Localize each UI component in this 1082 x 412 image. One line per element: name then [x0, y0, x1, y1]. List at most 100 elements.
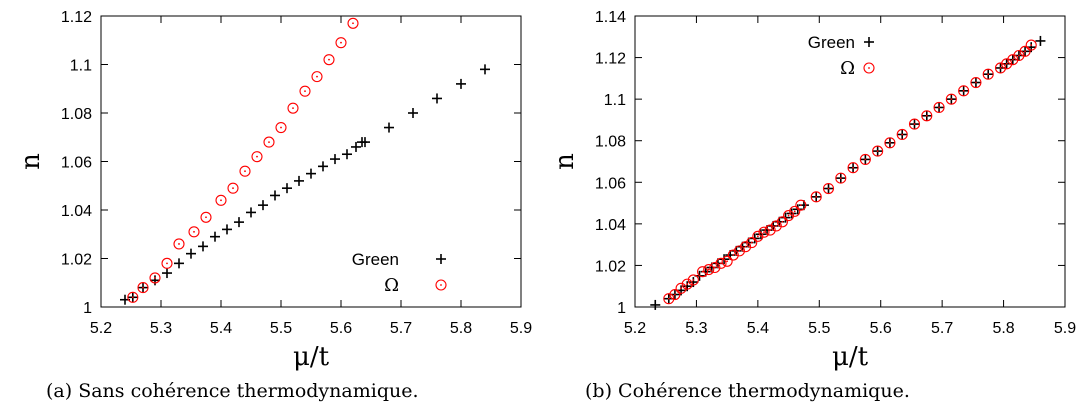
data-point-green: [210, 231, 220, 242]
data-point-omega: [783, 209, 795, 222]
data-point-omega: [149, 272, 161, 284]
y-tick-label: 1.08: [595, 134, 626, 151]
data-point-green: [222, 224, 232, 235]
x-tick-label: 5.4: [210, 320, 232, 337]
data-point-omega: [200, 211, 212, 223]
data-point-omega: [982, 68, 994, 80]
data-point-omega: [715, 257, 727, 269]
data-point-omega: [709, 261, 721, 274]
legend: Green Ω: [352, 250, 447, 296]
data-point-omega: [215, 194, 227, 206]
x-tick-label: 5.2: [90, 320, 112, 337]
data-point-omega: [776, 216, 788, 228]
y-tick-label: 1: [617, 300, 626, 317]
data-point-omega: [1007, 54, 1019, 66]
data-point-green: [480, 64, 490, 75]
data-point-omega: [311, 71, 323, 83]
data-point-omega: [746, 237, 758, 249]
series-omega: [127, 17, 359, 303]
legend-marker-green: [864, 37, 874, 47]
data-point-omega: [822, 182, 835, 195]
data-point-omega: [789, 205, 801, 217]
y-tick-label: 1.02: [595, 258, 626, 275]
data-point-omega: [727, 249, 739, 261]
data-point-omega: [908, 118, 921, 130]
data-point-omega: [740, 241, 752, 253]
y-axis-title: n: [550, 153, 580, 170]
data-point-omega: [994, 62, 1007, 74]
y-tick-label: 1.04: [595, 217, 626, 234]
data-point-omega: [721, 255, 733, 267]
caption-b: (b) Cohérence thermodynamique.: [585, 380, 910, 402]
data-point-omega: [764, 224, 776, 236]
data-point-green: [258, 200, 268, 211]
data-point-omega: [795, 199, 807, 211]
data-point-omega: [323, 54, 335, 66]
x-tick-label: 5.5: [270, 320, 292, 337]
x-tick-label: 5.6: [870, 320, 892, 337]
data-point-green: [234, 217, 244, 228]
data-point-omega: [921, 110, 933, 122]
x-tick-label: 5.9: [1054, 320, 1076, 337]
data-point-omega: [275, 122, 287, 134]
x-tick-label: 5.3: [685, 320, 707, 337]
data-point-omega: [970, 76, 982, 89]
y-tick-label: 1.12: [61, 9, 92, 26]
data-point-green: [318, 161, 328, 172]
legend-marker-omega: [435, 279, 447, 291]
y-tick-label: 1.1: [70, 58, 92, 75]
data-point-omega: [859, 153, 871, 165]
data-point-omega: [758, 226, 770, 238]
data-point-green: [786, 208, 797, 219]
data-point-omega: [958, 85, 970, 97]
y-axis-title: n: [16, 153, 46, 170]
data-point-omega: [173, 238, 185, 250]
data-point-green: [330, 154, 340, 165]
data-point-green: [174, 258, 184, 269]
x-tick-label: 5.3: [150, 320, 172, 337]
data-point-green: [432, 93, 442, 104]
data-point-omega: [1019, 45, 1031, 57]
y-tick-label: 1.08: [61, 106, 92, 123]
data-point-green: [650, 299, 661, 310]
data-point-omega: [287, 102, 299, 114]
data-point-omega: [681, 278, 693, 290]
caption-a: (a) Sans cohérence thermodynamique.: [46, 380, 419, 402]
data-point-omega: [896, 128, 908, 141]
data-point-omega: [945, 93, 957, 105]
data-point-green: [1035, 35, 1046, 46]
data-point-green: [408, 108, 418, 118]
data-point-green: [456, 78, 466, 89]
legend-label-omega: Ω: [384, 275, 399, 296]
x-tick-label: 5.6: [330, 320, 352, 337]
data-point-omega: [161, 257, 173, 269]
data-point-omega: [347, 17, 359, 29]
x-tick-label: 5.7: [390, 320, 412, 337]
y-tick-label: 1.06: [595, 175, 626, 192]
data-point-omega: [137, 282, 149, 294]
x-tick-label: 5.2: [624, 320, 646, 337]
chart-b: 5.2 5.3 5.4 5.5 5.6 5.7 5.8 5.9 1 1.02 1.04 1.06 1.0…: [550, 9, 1076, 372]
data-point-green: [755, 229, 766, 240]
plot-frame: [100, 15, 522, 308]
data-point-omega: [239, 165, 251, 177]
x-axis-title: μ/t: [832, 342, 869, 372]
data-point-omega: [835, 172, 847, 184]
data-point-omega: [770, 220, 782, 232]
data-point-omega: [872, 145, 884, 157]
data-point-green: [186, 248, 196, 259]
x-tick-label: 5.4: [747, 320, 769, 337]
y-tick-label: 1.04: [61, 203, 92, 220]
chart-a: 5.2 5.3 5.4 5.5 5.6 5.7 5.8 5.9 1 1.02 1.04 1.06 1.0…: [16, 9, 532, 372]
data-point-omega: [1013, 49, 1025, 62]
legend-label-green: Green: [352, 250, 399, 269]
data-point-green: [270, 190, 280, 201]
legend-marker-omega: [863, 62, 875, 74]
data-point-omega: [810, 191, 822, 203]
data-point-omega: [663, 293, 675, 305]
y-tick-label: 1.1: [604, 92, 626, 109]
data-point-omega: [1025, 39, 1037, 51]
data-point-green: [246, 207, 256, 218]
data-point-green: [162, 268, 172, 279]
data-point-omega: [933, 101, 945, 114]
